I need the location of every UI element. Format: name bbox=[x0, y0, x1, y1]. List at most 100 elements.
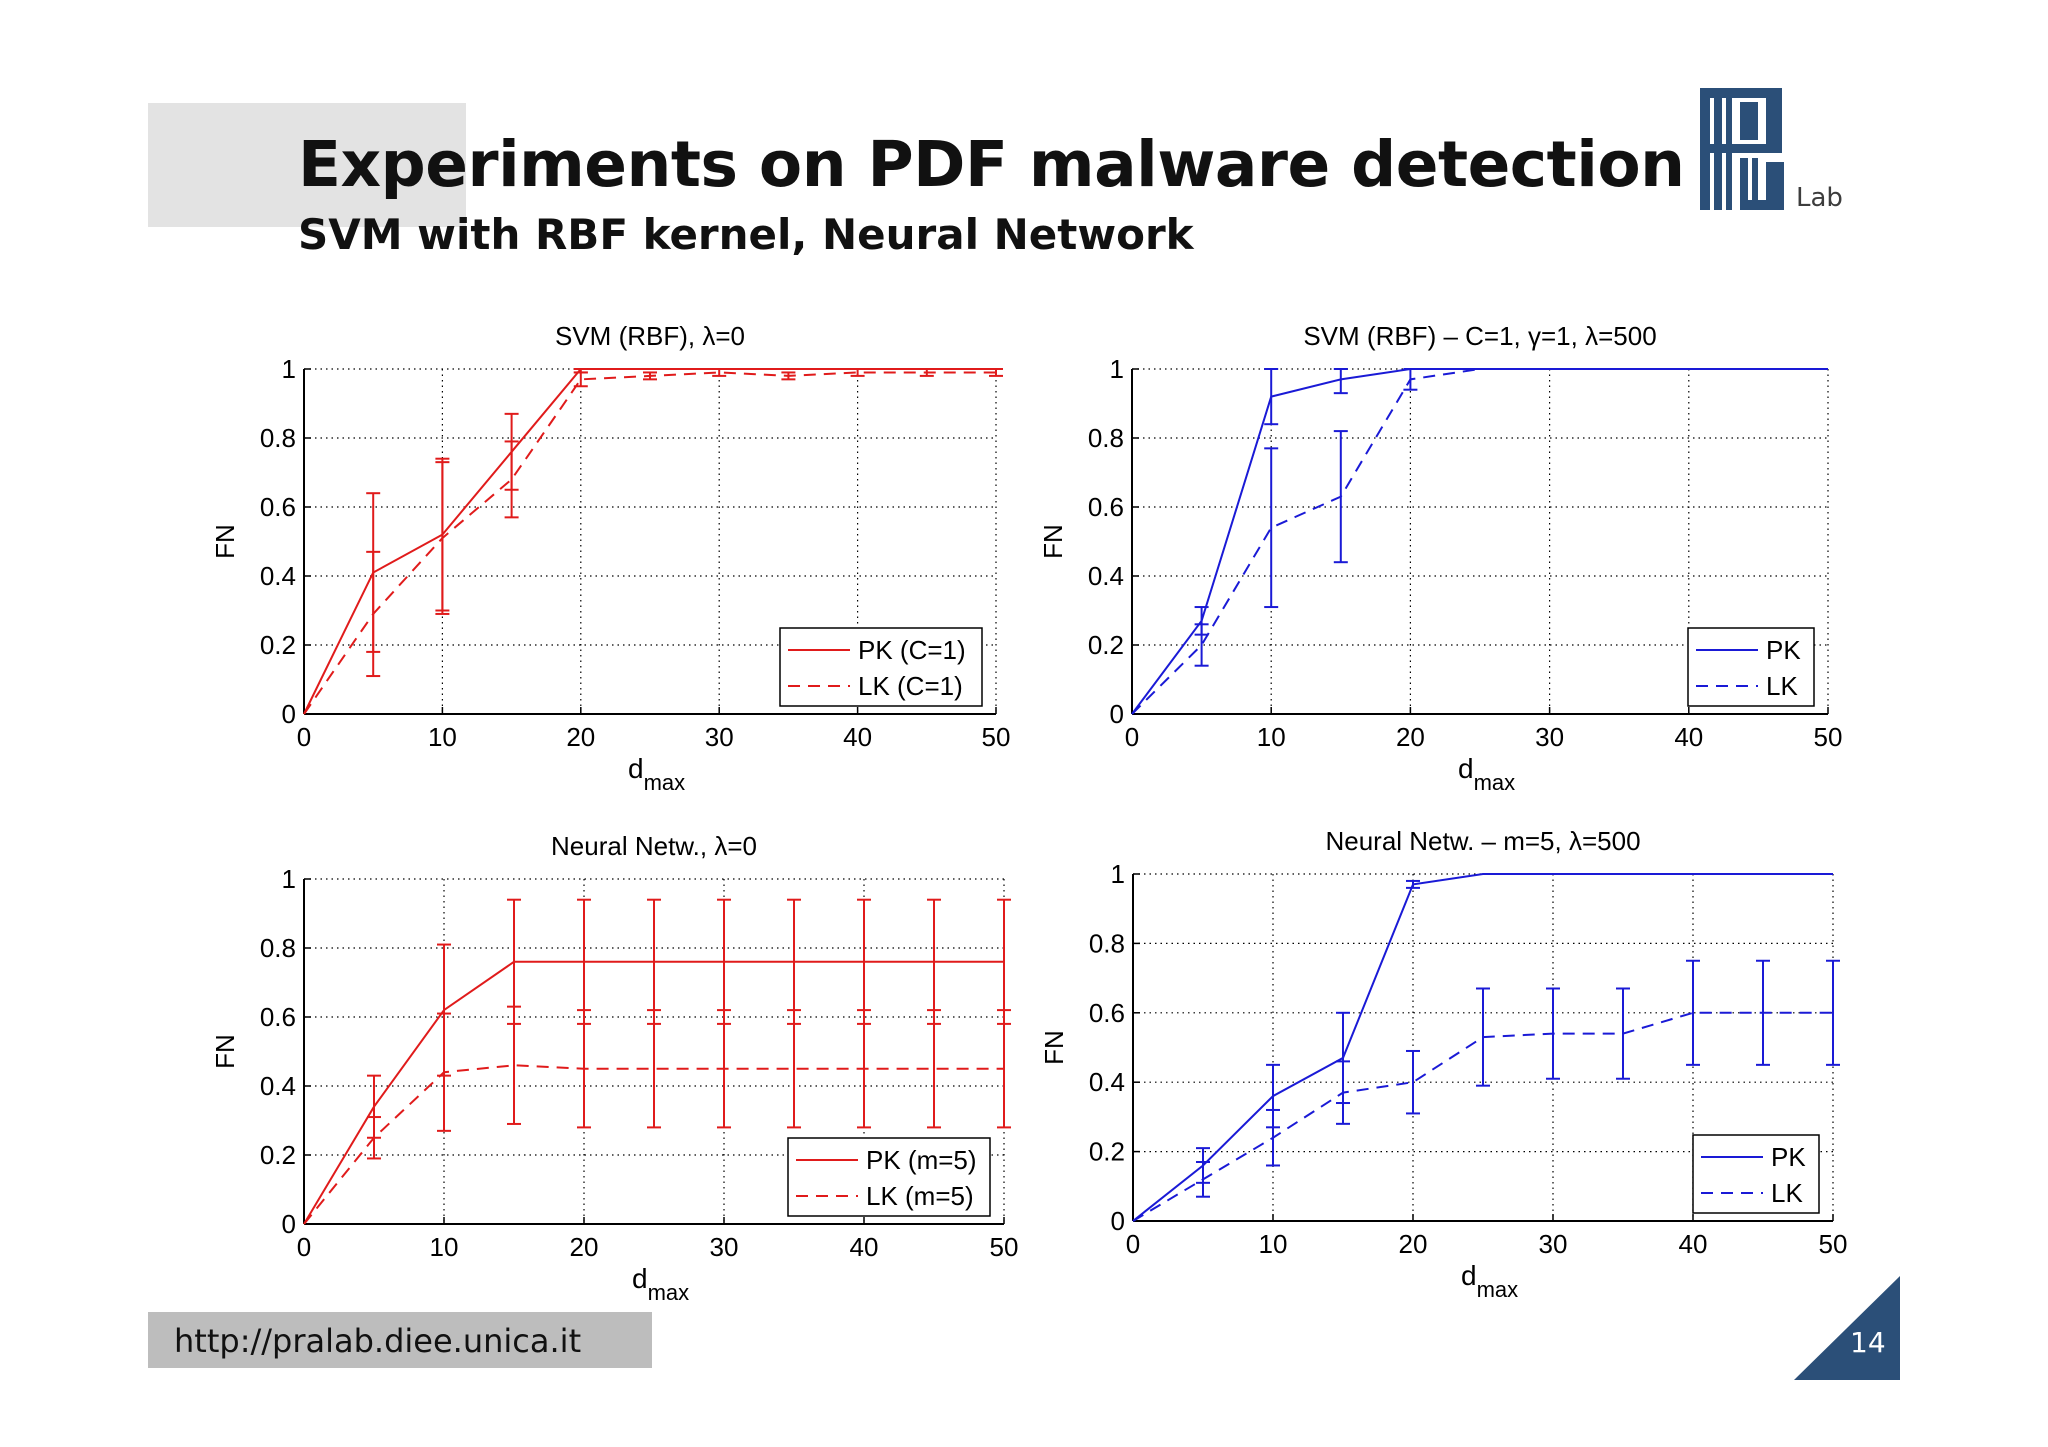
error-bar bbox=[1546, 987, 1560, 1080]
error-bar bbox=[643, 371, 657, 381]
y-tick-label: 0.6 bbox=[1089, 998, 1125, 1028]
error-bar bbox=[1336, 1060, 1350, 1125]
x-tick-label: 0 bbox=[1125, 722, 1139, 752]
error-bar bbox=[504, 440, 519, 519]
title-accent-band bbox=[148, 103, 466, 227]
y-axis-label: FN bbox=[210, 524, 240, 559]
error-bar bbox=[1264, 368, 1279, 426]
page-number: 14 bbox=[1850, 1326, 1886, 1359]
x-tick-label: 10 bbox=[1259, 1229, 1288, 1259]
legend-label-pk: PK bbox=[1766, 635, 1801, 665]
x-axis-label: dmax bbox=[1458, 753, 1515, 795]
y-tick-label: 0.6 bbox=[260, 492, 296, 522]
y-tick-label: 0.8 bbox=[260, 933, 296, 963]
y-tick-label: 0.4 bbox=[1088, 561, 1124, 591]
footer-url-link[interactable]: http://pralab.diee.unica.it bbox=[174, 1322, 582, 1360]
y-tick-label: 0.4 bbox=[1089, 1067, 1125, 1097]
x-tick-label: 20 bbox=[1396, 722, 1425, 752]
error-bar bbox=[997, 1009, 1011, 1129]
legend-label-lk: LK bbox=[1766, 671, 1798, 701]
y-axis-label: FN bbox=[210, 1034, 240, 1069]
error-bar bbox=[437, 1012, 451, 1132]
x-tick-label: 40 bbox=[1679, 1229, 1708, 1259]
chart-title: Neural Netw., λ=0 bbox=[551, 831, 757, 861]
legend-box bbox=[787, 1137, 991, 1217]
x-tick-label: 20 bbox=[566, 722, 595, 752]
y-tick-label: 1 bbox=[1111, 859, 1125, 889]
y-tick-label: 1 bbox=[1110, 354, 1124, 384]
pralab-logo: Lab bbox=[1700, 88, 1843, 213]
x-tick-label: 0 bbox=[297, 1232, 311, 1262]
error-bar bbox=[850, 368, 865, 377]
chart-neural-netw-lambda500: 0 10 20 30 40 50 0 0.2 0.4 0.6 0.8 1 Neural Netw. – … bbox=[1039, 826, 1847, 1302]
footer-url-band: http://pralab.diee.unica.it bbox=[148, 1312, 652, 1368]
error-bar bbox=[1264, 447, 1279, 609]
error-bar bbox=[1194, 623, 1209, 667]
x-tick-label: 40 bbox=[843, 722, 872, 752]
y-axis-label: FN bbox=[1039, 1030, 1069, 1065]
x-tick-label: 30 bbox=[705, 722, 734, 752]
chart-title: SVM (RBF), λ=0 bbox=[555, 321, 745, 351]
x-tick-label: 40 bbox=[850, 1232, 879, 1262]
y-tick-label: 0.2 bbox=[1088, 630, 1124, 660]
y-tick-label: 0 bbox=[282, 699, 296, 729]
error-bar bbox=[717, 1009, 731, 1129]
chart-svm-rbf-lambda0: 0 10 20 30 40 50 0 0.2 0.4 0.6 0.8 1 SVM (RBF), λ=0 d… bbox=[210, 321, 1011, 795]
error-bar bbox=[919, 368, 934, 377]
x-tick-label: 30 bbox=[1539, 1229, 1568, 1259]
y-tick-label: 0.8 bbox=[1089, 928, 1125, 958]
error-bar bbox=[1616, 987, 1630, 1080]
y-tick-label: 1 bbox=[282, 354, 296, 384]
error-bar bbox=[577, 1009, 591, 1129]
y-tick-label: 0.6 bbox=[1088, 492, 1124, 522]
y-tick-label: 1 bbox=[282, 864, 296, 894]
series-line-lk bbox=[1131, 368, 1828, 715]
y-tick-label: 0.2 bbox=[260, 630, 296, 660]
logo-text: Lab bbox=[1796, 183, 1843, 213]
x-axis-label: dmax bbox=[632, 1263, 689, 1305]
y-tick-label: 0.8 bbox=[260, 423, 296, 453]
error-bar bbox=[1403, 368, 1418, 391]
error-bar bbox=[781, 371, 796, 381]
y-tick-label: 0 bbox=[282, 1209, 296, 1239]
error-bar bbox=[1406, 1049, 1420, 1115]
chart-title: Neural Netw. – m=5, λ=500 bbox=[1325, 826, 1640, 856]
x-tick-label: 30 bbox=[710, 1232, 739, 1262]
y-tick-label: 0.4 bbox=[260, 561, 296, 591]
x-axis-label: dmax bbox=[1461, 1260, 1518, 1302]
x-tick-label: 50 bbox=[1814, 722, 1843, 752]
error-bar bbox=[1406, 879, 1420, 889]
y-tick-label: 0.8 bbox=[1088, 423, 1124, 453]
legend-label-pk: PK bbox=[1771, 1142, 1806, 1172]
error-bar bbox=[435, 461, 450, 615]
x-tick-label: 20 bbox=[1399, 1229, 1428, 1259]
chart-svm-rbf-lambda500: 0 10 20 30 40 50 0 0.2 0.4 0.6 0.8 1 SVM (RBF) – C=1… bbox=[1038, 321, 1843, 795]
x-tick-label: 50 bbox=[982, 722, 1011, 752]
y-tick-label: 0.6 bbox=[260, 1002, 296, 1032]
slide-title: Experiments on PDF malware detection bbox=[298, 128, 1685, 201]
error-bar bbox=[1826, 959, 1840, 1066]
error-bar bbox=[1266, 1108, 1280, 1167]
error-bar bbox=[712, 368, 727, 377]
page-corner-triangle bbox=[1794, 1276, 1900, 1380]
error-bar bbox=[1686, 959, 1700, 1066]
series-line-pk bbox=[1132, 873, 1833, 1222]
legend-box bbox=[1692, 1134, 1820, 1214]
x-tick-label: 20 bbox=[570, 1232, 599, 1262]
error-bar bbox=[1196, 1161, 1210, 1198]
error-bar bbox=[989, 368, 1003, 377]
x-tick-label: 10 bbox=[428, 722, 457, 752]
legend-box bbox=[779, 627, 983, 707]
x-tick-label: 30 bbox=[1535, 722, 1564, 752]
error-bar bbox=[787, 1009, 801, 1129]
y-tick-label: 0.4 bbox=[260, 1071, 296, 1101]
x-tick-label: 10 bbox=[1257, 722, 1286, 752]
chart-title: SVM (RBF) – C=1, γ=1, λ=500 bbox=[1303, 321, 1656, 351]
y-tick-label: 0.2 bbox=[260, 1140, 296, 1170]
error-bar bbox=[857, 1009, 871, 1129]
chart-neural-netw-lambda0: 0 10 20 30 40 50 0 0.2 0.4 0.6 0.8 1 Neural Netw., λ… bbox=[210, 831, 1018, 1305]
error-bar bbox=[573, 371, 588, 388]
slide-subtitle: SVM with RBF kernel, Neural Network bbox=[298, 210, 1194, 259]
x-tick-label: 40 bbox=[1674, 722, 1703, 752]
error-bar bbox=[1333, 430, 1348, 564]
